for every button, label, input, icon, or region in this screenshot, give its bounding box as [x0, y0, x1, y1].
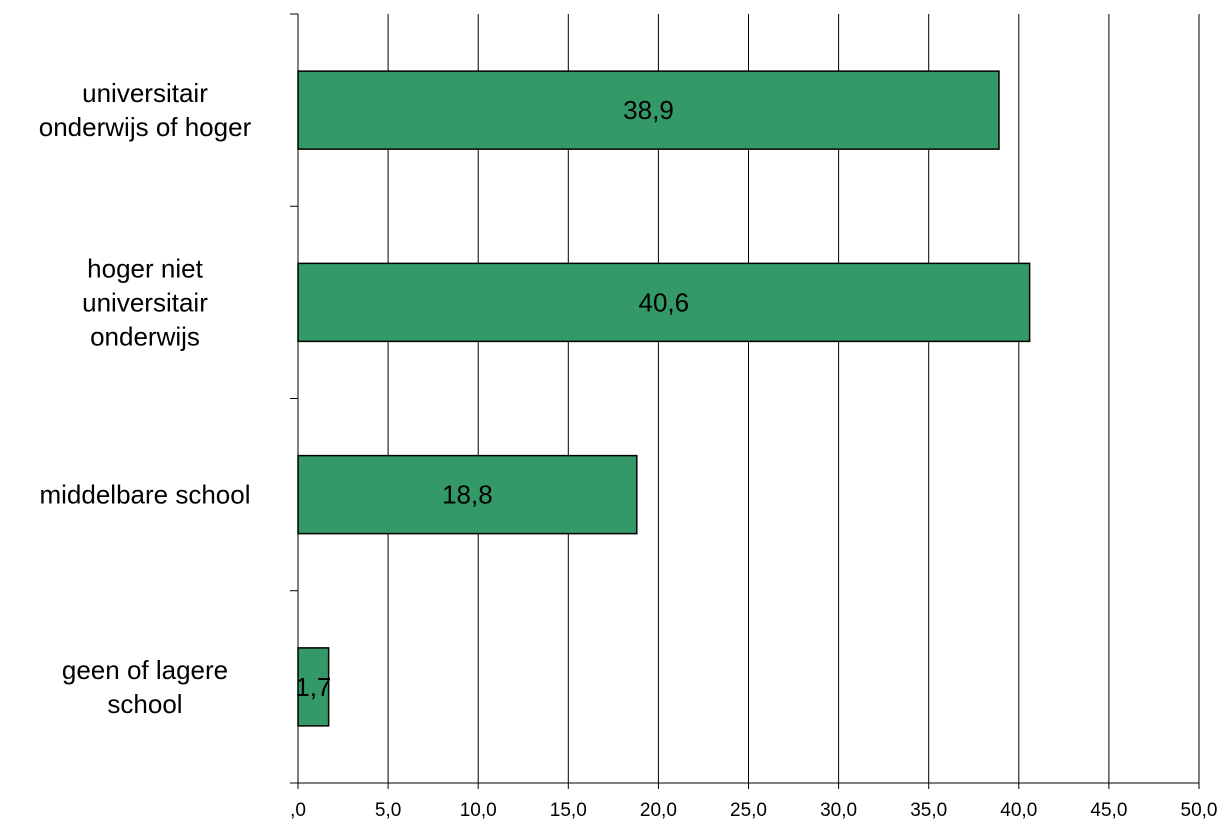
- labels: ,0 5,0 10,0 15,0 20,0 25,0 30,0 35,0 40,0 45,0 50,…: [39, 78, 1218, 821]
- category-label: geen of lagere school: [62, 655, 228, 719]
- x-tick-label: 5,0: [375, 800, 401, 821]
- category-label-line: onderwijs: [90, 321, 200, 351]
- x-tick-label: 40,0: [1000, 800, 1037, 821]
- data-label: 40,6: [639, 287, 690, 317]
- data-label: 1,7: [295, 672, 331, 702]
- x-tick-label: 30,0: [820, 800, 857, 821]
- x-tick-label: 50,0: [1181, 800, 1218, 821]
- x-tick-label: 15,0: [550, 800, 587, 821]
- x-tick-label: ,0: [290, 800, 306, 821]
- category-label: universitair onderwijs of hoger: [39, 78, 252, 142]
- category-label-line: middelbare school: [39, 480, 250, 510]
- x-tick-label: 45,0: [1090, 800, 1127, 821]
- data-label: 18,8: [442, 480, 493, 510]
- x-tick-label: 10,0: [460, 800, 497, 821]
- category-label-line: onderwijs of hoger: [39, 112, 252, 142]
- category-label: hoger niet universitair onderwijs: [82, 253, 208, 351]
- category-label-line: hoger niet: [87, 253, 203, 283]
- x-tick-label: 20,0: [640, 800, 677, 821]
- x-tick-label: 25,0: [730, 800, 767, 821]
- category-label: middelbare school: [39, 480, 250, 510]
- category-label-line: geen of lagere: [62, 655, 228, 685]
- data-label: 38,9: [623, 95, 674, 125]
- x-tick-label: 35,0: [910, 800, 947, 821]
- category-label-line: universitair: [82, 78, 208, 108]
- bars: [298, 71, 1030, 726]
- category-label-line: universitair: [82, 287, 208, 317]
- category-label-line: school: [107, 689, 182, 719]
